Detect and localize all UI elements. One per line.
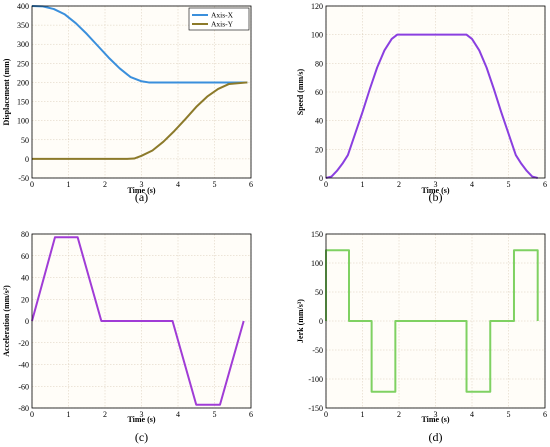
legend-entry: Axis-Y: [211, 20, 234, 29]
x-tick-label: 1: [361, 410, 365, 419]
x-tick-label: 2: [103, 410, 107, 419]
series-line-axis-x: [31, 5, 248, 84]
y-tick-label: 100: [311, 31, 323, 40]
x-tick-label: 1: [67, 180, 71, 189]
series-line-main: [325, 249, 539, 393]
y-tick-label: 50: [315, 288, 323, 297]
x-tick-label: 3: [140, 180, 144, 189]
y-tick-label: 120: [311, 2, 323, 11]
series-line-main: [325, 33, 538, 179]
x-tick-label: 4: [176, 180, 180, 189]
y-axis-label: Jerk (mm/s³): [296, 299, 305, 343]
y-tick-label: -50: [312, 346, 323, 355]
y-tick-label: 20: [315, 145, 323, 154]
y-tick-label: -150: [308, 404, 323, 413]
x-tick-label: 6: [543, 410, 547, 419]
x-tick-label: 2: [397, 410, 401, 419]
series-line-main: [31, 236, 245, 406]
y-axis-label: Acceleration (mm/s²): [2, 285, 11, 357]
plot-frame: [31, 5, 252, 179]
x-tick-label: 0: [324, 180, 328, 189]
x-axis-label: Time (s): [127, 186, 155, 195]
panel-label: (d): [429, 430, 443, 444]
panel-label: (c): [135, 430, 148, 444]
x-tick-label: 1: [67, 410, 71, 419]
y-tick-label: 0: [319, 174, 323, 183]
y-tick-label: 40: [315, 117, 323, 126]
y-tick-label: 300: [17, 40, 29, 49]
y-tick-label: 60: [21, 252, 29, 261]
x-axis-label: Time (s): [127, 415, 155, 424]
x-axis-label: Time (s): [421, 415, 449, 424]
plot-area: [32, 6, 251, 178]
y-axis-label: Displacement (mm): [2, 58, 11, 125]
y-tick-label: 60: [315, 88, 323, 97]
x-tick-label: 3: [140, 410, 144, 419]
y-tick-label: 150: [311, 230, 323, 239]
y-tick-label: 400: [17, 2, 29, 11]
plot-frame: [325, 5, 546, 179]
x-tick-label: 3: [434, 410, 438, 419]
x-axis-label: Time (s): [421, 186, 449, 195]
y-tick-label: 0: [319, 317, 323, 326]
y-tick-label: -20: [18, 339, 29, 348]
panel-label: (b): [429, 190, 443, 204]
y-tick-label: 200: [17, 78, 29, 87]
y-tick-label: -80: [18, 404, 29, 413]
y-tick-label: 150: [17, 98, 29, 107]
x-tick-label: 0: [30, 180, 34, 189]
x-tick-label: 4: [470, 410, 474, 419]
y-tick-label: 40: [21, 274, 29, 283]
y-tick-label: -50: [18, 174, 29, 183]
y-tick-label: 100: [311, 259, 323, 268]
legend-entry: Axis-X: [211, 11, 234, 20]
x-tick-label: 2: [103, 180, 107, 189]
panel-label: (a): [135, 190, 148, 204]
x-tick-label: 4: [470, 180, 474, 189]
y-tick-label: 20: [21, 295, 29, 304]
y-tick-label: 80: [21, 230, 29, 239]
x-tick-label: 5: [213, 180, 217, 189]
plot-frame: [31, 233, 252, 409]
y-tick-label: -40: [18, 361, 29, 370]
y-tick-label: 0: [25, 155, 29, 164]
y-tick-label: -60: [18, 382, 29, 391]
x-tick-label: 5: [507, 180, 511, 189]
y-tick-label: 80: [315, 59, 323, 68]
x-tick-label: 0: [30, 410, 34, 419]
panel-c-acceleration: 0 1 2 3 4 5 6 -80 -60 -40 -20 0 20 40 60 80 Time (s) Acce…: [2, 230, 253, 444]
y-tick-label: 100: [17, 117, 29, 126]
x-tick-label: 6: [543, 180, 547, 189]
x-tick-label: 5: [213, 410, 217, 419]
x-tick-label: 1: [361, 180, 365, 189]
y-tick-label: 350: [17, 21, 29, 30]
x-tick-label: 3: [434, 180, 438, 189]
y-tick-label: 250: [17, 59, 29, 68]
y-axis-label: Speed (mm/s): [296, 68, 305, 115]
y-tick-label: -100: [308, 375, 323, 384]
x-tick-label: 5: [507, 410, 511, 419]
y-tick-label: 0: [25, 317, 29, 326]
series-line-axis-y: [32, 81, 248, 160]
x-tick-label: 4: [176, 410, 180, 419]
x-tick-label: 2: [397, 180, 401, 189]
panel-d-jerk: 0 1 2 3 4 5 6 -150 -100 -50 0 50 100 150 Time (s) Jerk …: [296, 230, 547, 444]
x-tick-label: 6: [249, 410, 253, 419]
x-tick-label: 0: [324, 410, 328, 419]
plot-frame: [325, 233, 546, 409]
y-tick-label: 50: [21, 136, 29, 145]
x-tick-label: 6: [249, 180, 253, 189]
